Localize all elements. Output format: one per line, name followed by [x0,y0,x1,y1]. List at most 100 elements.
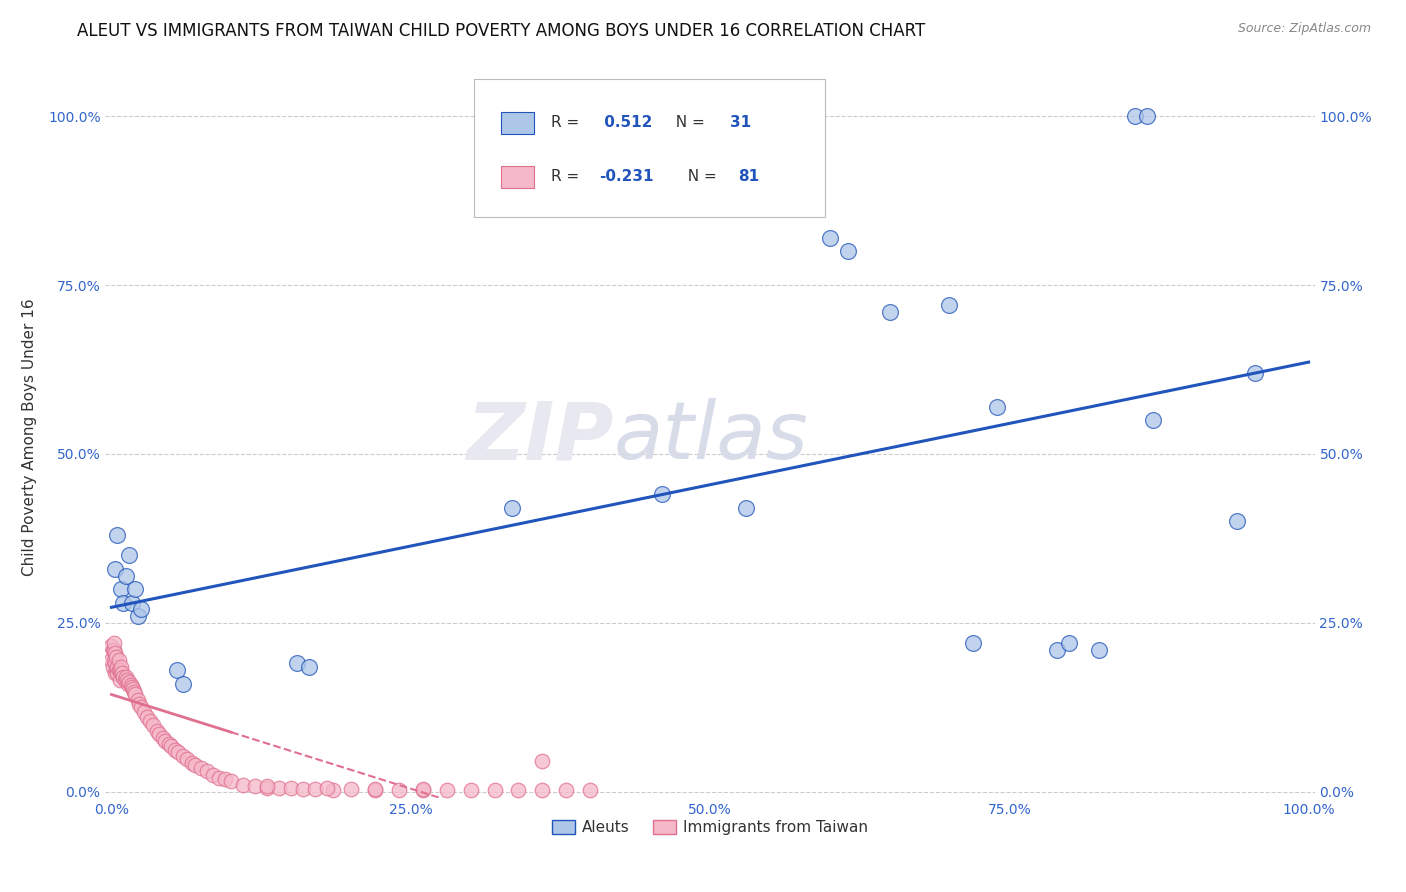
Text: ALEUT VS IMMIGRANTS FROM TAIWAN CHILD POVERTY AMONG BOYS UNDER 16 CORRELATION CH: ALEUT VS IMMIGRANTS FROM TAIWAN CHILD PO… [77,22,925,40]
Text: ZIP: ZIP [465,398,613,476]
Point [735,500,758,515]
Point [124,582,146,596]
Text: -0.231: -0.231 [599,169,654,185]
Point [115,673,138,688]
Point [114,673,136,688]
Legend: Aleuts, Immigrants from Taiwan: Aleuts, Immigrants from Taiwan [546,814,875,841]
Point [118,548,141,562]
FancyBboxPatch shape [501,166,534,188]
Point [412,781,434,796]
Point [132,705,155,719]
Point [938,298,960,312]
Point [219,774,242,789]
Point [146,723,169,738]
FancyBboxPatch shape [501,112,534,134]
Point [152,731,174,745]
Point [100,640,122,654]
Point [148,727,170,741]
Point [155,734,177,748]
Point [1243,366,1265,380]
Point [111,666,134,681]
Point [304,781,326,796]
Point [388,782,411,797]
Point [104,646,127,660]
Point [267,781,290,796]
Point [651,487,673,501]
Point [122,681,145,696]
Point [579,783,602,797]
Point [340,781,363,796]
Point [460,783,482,797]
Point [412,782,434,797]
Point [256,780,278,795]
Point [128,697,150,711]
Point [120,678,142,692]
Point [1226,515,1249,529]
Point [167,746,190,760]
Point [316,781,339,796]
Point [190,761,212,775]
Point [121,680,143,694]
Point [107,666,129,681]
Point [1057,636,1080,650]
Point [531,783,554,797]
Point [291,781,314,796]
Point [232,778,254,792]
Point [1123,109,1146,123]
Point [104,562,127,576]
Point [110,582,132,596]
Point [104,657,127,671]
Point [105,649,128,664]
Text: R =: R = [551,115,583,130]
Point [107,663,129,677]
Point [103,642,125,657]
Point [184,757,207,772]
Point [280,781,302,796]
Point [131,700,153,714]
Point [107,528,129,542]
Point [508,783,530,797]
Point [163,742,186,756]
Point [364,781,387,796]
Text: N =: N = [665,115,709,130]
Point [112,670,135,684]
Text: 31: 31 [730,115,751,130]
Point [117,676,139,690]
Point [180,756,202,770]
Point [202,768,225,782]
Point [502,500,524,515]
FancyBboxPatch shape [474,79,825,217]
Point [101,642,124,657]
Point [195,764,218,779]
Point [110,666,132,681]
Point [172,749,194,764]
Point [108,663,131,677]
Point [160,739,183,753]
Point [121,595,143,609]
Point [208,771,231,785]
Point [108,673,131,688]
Text: 0.512: 0.512 [599,115,652,130]
Point [436,782,458,797]
Point [118,675,141,690]
Point [107,653,129,667]
Point [139,714,162,728]
Point [131,602,153,616]
Point [110,659,132,673]
Point [104,666,127,681]
Y-axis label: Child Poverty Among Boys Under 16: Child Poverty Among Boys Under 16 [22,298,37,576]
Point [962,636,984,650]
Point [986,400,1008,414]
Text: atlas: atlas [613,398,808,476]
Point [124,687,146,701]
Point [1046,642,1069,657]
Point [364,782,387,797]
Point [214,772,236,787]
Point [1088,642,1111,657]
Point [172,676,194,690]
Point [879,305,901,319]
Point [112,595,135,609]
Text: R =: R = [551,169,583,185]
Point [243,779,266,793]
Point [531,754,554,768]
